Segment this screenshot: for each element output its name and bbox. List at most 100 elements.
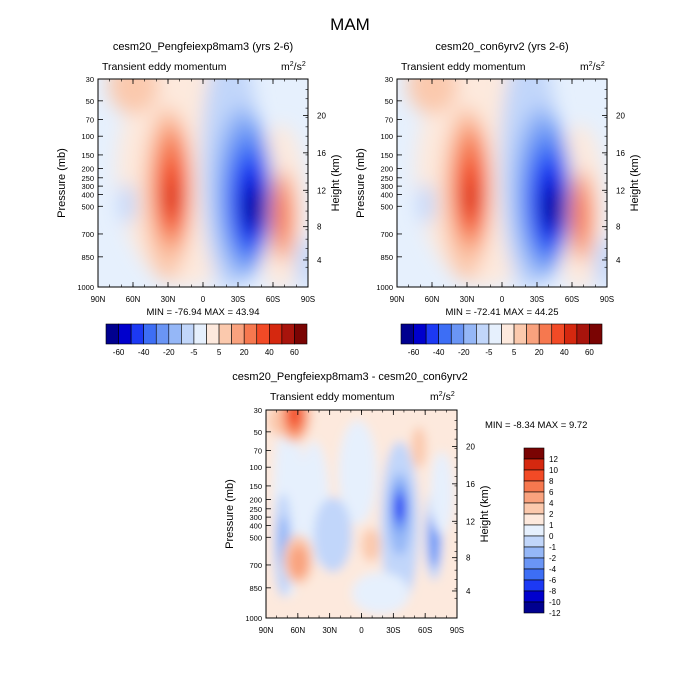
a-y-right-tick-label: 4 — [317, 256, 322, 265]
b-y-tick-label: 400 — [380, 190, 393, 199]
a-y-tick-label: 500 — [81, 202, 94, 211]
a-y-right-tick-label: 20 — [317, 111, 326, 120]
c-y-axis-label: Pressure (mb) — [224, 479, 236, 549]
a-colorbar-swatch — [168, 323, 182, 345]
c-units-denominator: /s — [443, 391, 451, 403]
c-units-base: m — [430, 391, 439, 403]
a-units-denominator-exponent: 2 — [302, 61, 306, 68]
c-units-exponent: 2 — [439, 391, 443, 398]
c-y-right-tick-label: 8 — [466, 554, 471, 563]
c-min-max-stats: MIN = -8.34 MAX = 9.72 — [485, 420, 587, 431]
a-x-tick-label: 30S — [231, 295, 245, 304]
a-chart-subtitle: Transient eddy momentum — [102, 61, 227, 73]
c-chart-title: cesm20_Pengfeiexp8mam3 - cesm20_con6yrv2 — [232, 371, 467, 383]
a-y-tick-label: 300 — [81, 182, 94, 191]
a-colorbar-swatch — [193, 323, 207, 345]
b-units-denominator: /s — [593, 61, 601, 73]
b-units-base: m — [580, 61, 589, 73]
b-y-right-tick-label: 16 — [616, 149, 625, 158]
b-colorbar-swatch — [564, 323, 578, 345]
a-colorbar-swatch — [218, 323, 232, 345]
a-y-tick-label: 100 — [81, 132, 94, 141]
c-contour-region-7 — [394, 493, 405, 523]
c-y-tick-label: 500 — [249, 533, 262, 542]
c-contour-region-14 — [351, 572, 410, 614]
a-y-tick-label: 850 — [81, 253, 94, 262]
c-y-tick-label: 400 — [249, 521, 262, 530]
b-units-denominator-exponent: 2 — [601, 61, 605, 68]
c-colorbar-label: -1 — [549, 543, 557, 552]
b-contour-region-16 — [574, 189, 590, 244]
c-y-tick-label: 30 — [254, 406, 262, 415]
a-colorbar-swatch — [281, 323, 295, 345]
b-x-tick-label: 60N — [425, 295, 440, 304]
a-colorbar-label: 40 — [265, 348, 274, 357]
b-y-tick-label: 500 — [380, 202, 393, 211]
a-min-max-stats: MIN = -76.94 MAX = 43.94 — [146, 307, 259, 318]
a-colorbar-swatch — [269, 323, 283, 345]
a-contour-region-16 — [275, 189, 291, 244]
a-colorbar-swatch — [243, 323, 258, 345]
b-colorbar-swatch — [538, 323, 553, 345]
b-colorbar-label: 5 — [512, 348, 517, 357]
b-y-tick-label: 150 — [380, 151, 393, 160]
a-x-tick-label: 90S — [301, 295, 315, 304]
b-colorbar-swatch — [576, 323, 590, 345]
c-contour-field — [266, 410, 457, 618]
b-x-tick-label: 0 — [500, 295, 505, 304]
b-colorbar-swatch — [526, 323, 540, 345]
b-colorbar-swatch — [551, 323, 565, 345]
a-y-tick-label: 200 — [81, 164, 94, 173]
a-contour-region-14 — [246, 191, 261, 225]
a-contour-region-18 — [295, 237, 308, 287]
c-colorbar-label: 12 — [549, 455, 558, 464]
b-x-tick-label: 90N — [390, 295, 405, 304]
a-units-base: m — [281, 61, 290, 73]
a-colorbar-swatch — [256, 323, 270, 345]
c-y-right-axis-label: Height (km) — [479, 486, 491, 543]
a-colorbar-label: -60 — [113, 348, 125, 357]
c-colorbar-swatch — [523, 601, 545, 614]
b-y-tick-label: 70 — [385, 116, 393, 125]
c-contour-region-19 — [288, 410, 301, 425]
b-y-right-tick-label: 12 — [616, 186, 625, 195]
b-y-right-tick-label: 8 — [616, 223, 621, 232]
c-colorbar-label: -10 — [549, 598, 561, 607]
a-colorbar-swatch — [143, 323, 157, 345]
a-colorbar-swatch — [155, 323, 170, 345]
b-colorbar-label: 40 — [560, 348, 569, 357]
c-colorbar-label: -12 — [549, 609, 561, 618]
a-colorbar-swatch — [231, 323, 245, 345]
c-y-tick-label: 850 — [249, 584, 262, 593]
b-y-tick-label: 300 — [380, 182, 393, 191]
c-colorbar-swatch — [523, 447, 545, 460]
b-y-tick-label: 50 — [385, 97, 393, 106]
b-units-label: m2/s2 — [580, 61, 605, 73]
page-title: MAM — [330, 15, 370, 34]
c-colorbar-swatch — [523, 546, 545, 559]
panel-experiment: 90N 60N 30N 0 30S 60S 90S 30 50 70 100 150 200250300… — [56, 41, 342, 357]
b-min-max-stats: MIN = -72.41 MAX = 44.25 — [445, 307, 558, 318]
b-y-tick-label: 250 — [380, 174, 393, 183]
c-colorbar-swatch — [523, 579, 545, 592]
b-contour-region-17 — [418, 183, 435, 225]
b-colorbar-label: 20 — [535, 348, 544, 357]
c-x-tick-label: 60N — [290, 626, 305, 635]
c-y-tick-label: 70 — [254, 447, 262, 456]
c-colorbar-label: -6 — [549, 576, 557, 585]
c-colorbar-swatch — [523, 480, 545, 493]
a-x-tick-label: 60N — [126, 295, 141, 304]
a-colorbar-swatch — [181, 323, 195, 345]
c-colorbar-swatch — [523, 590, 545, 603]
a-y-tick-label: 250 — [81, 174, 94, 183]
b-contour-field — [397, 79, 607, 287]
b-colorbar-swatch — [425, 323, 439, 345]
b-units-exponent: 2 — [589, 61, 593, 68]
a-colorbar-label: -40 — [138, 348, 150, 357]
c-y-tick-label: 250 — [249, 505, 262, 514]
a-y-tick-label: 50 — [86, 97, 94, 106]
a-chart-title: cesm20_Pengfeiexp8mam3 (yrs 2-6) — [113, 41, 293, 53]
b-colorbar-label: -20 — [458, 348, 470, 357]
c-colorbar-label: 10 — [549, 466, 558, 475]
